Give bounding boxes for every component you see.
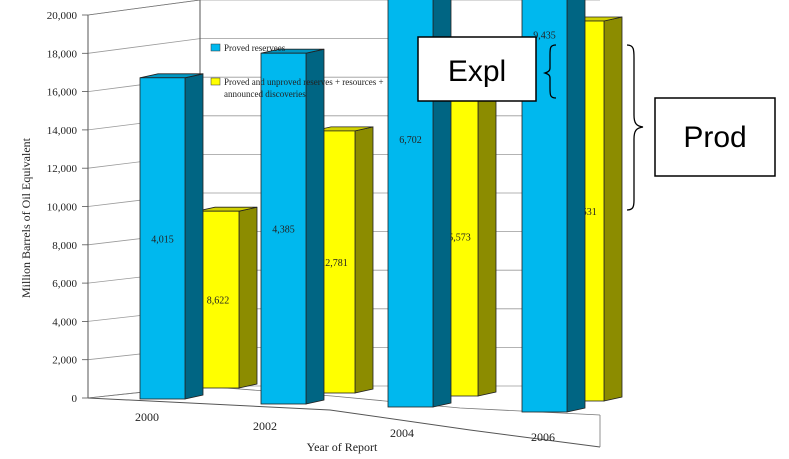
x-axis-title: Year of Report xyxy=(307,440,378,454)
bar-proved-side xyxy=(566,0,586,413)
expl-label: Expl xyxy=(448,55,506,88)
x-tick-label: 2000 xyxy=(135,410,159,424)
y-tick-label: 20,000 xyxy=(47,10,78,22)
y-tick-label: 16,000 xyxy=(47,87,78,99)
prod-label: Prod xyxy=(683,121,746,154)
expl-callout: Expl xyxy=(417,36,557,102)
y-tick-label: 2,000 xyxy=(52,355,77,367)
bar-proved-unproved-side xyxy=(354,126,374,394)
frame-top-left xyxy=(87,0,201,16)
bar-proved-value-label: 6,702 xyxy=(399,135,422,146)
prod-box xyxy=(654,97,776,177)
bars: 8,62212,78115,57318,5314,0154,3856,7029,… xyxy=(139,0,623,413)
legend-label-proved-unproved-line1: Proved and unproved reserves + resources… xyxy=(224,77,384,87)
y-tick-label: 18,000 xyxy=(47,48,78,60)
legend-label-proved-unproved-line2: announced discoveries xyxy=(224,89,306,99)
bar-proved-value-label: 4,015 xyxy=(151,234,174,245)
bar-proved-unproved-value-label: 12,781 xyxy=(320,258,348,269)
legend-label-proved: Proved reservees xyxy=(224,43,286,53)
prod-brace xyxy=(626,44,644,211)
bar-proved-value-label: 9,435 xyxy=(533,31,556,42)
x-tick-label: 2002 xyxy=(253,419,277,433)
bar-proved-front xyxy=(387,0,434,408)
y-tick-label: 14,000 xyxy=(47,125,78,137)
expl-box xyxy=(417,36,537,102)
legend-swatch-proved-unproved xyxy=(210,77,221,86)
bar-proved-side xyxy=(305,48,325,405)
y-tick-label: 10,000 xyxy=(47,202,78,214)
gridline-left xyxy=(87,38,201,54)
y-tick-label: 6,000 xyxy=(52,278,77,290)
prod-callout: Prod xyxy=(626,44,776,211)
y-axis-title: Million Barrels of Oil Equivalent xyxy=(19,137,33,298)
x-tick-label: 2006 xyxy=(531,430,555,444)
y-tick-label: 4,000 xyxy=(52,316,77,328)
axis-ticks: 0 2,000 4,000 6,000 8,000 10,000 12,000 14,000 1… xyxy=(47,10,555,444)
bar-proved-front xyxy=(260,52,307,405)
bar-proved-front xyxy=(139,77,186,400)
bar-proved-unproved-side xyxy=(603,16,623,402)
y-tick-label: 0 xyxy=(72,393,78,405)
y-tick-label: 12,000 xyxy=(47,163,78,175)
y-tick-label: 8,000 xyxy=(52,240,77,252)
bar-proved-unproved-value-label: 8,622 xyxy=(207,296,230,307)
bar-proved-unproved-side xyxy=(238,206,258,389)
x-axis-line xyxy=(87,397,601,448)
x-tick-label: 2004 xyxy=(390,426,414,440)
legend: Proved reservees Proved and unproved res… xyxy=(210,43,384,99)
bar-proved-unproved-side xyxy=(477,72,497,397)
bar-proved-side xyxy=(184,73,204,400)
bar-proved-unproved-value-label: 15,573 xyxy=(443,232,471,243)
legend-swatch-proved xyxy=(210,43,221,52)
bar-proved-value-label: 4,385 xyxy=(272,225,295,236)
expl-brace xyxy=(542,44,557,99)
